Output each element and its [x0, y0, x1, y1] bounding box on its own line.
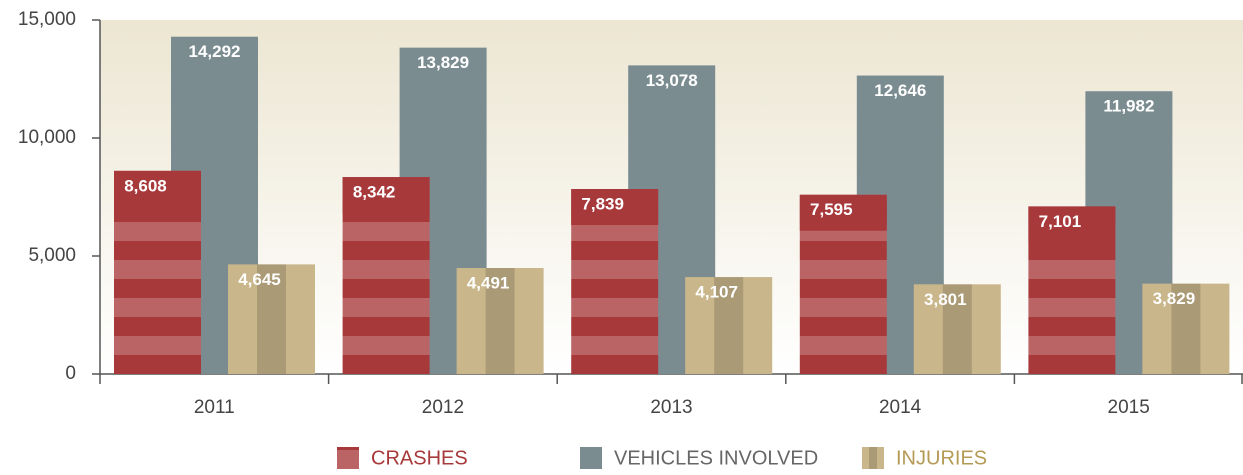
- legend-swatch: [337, 447, 359, 469]
- value-label: 14,292: [189, 42, 241, 61]
- value-label: 13,078: [646, 71, 698, 90]
- value-label: 4,491: [467, 273, 510, 292]
- bar: [913, 284, 1001, 374]
- bar-top: [571, 188, 659, 225]
- bar-stripe: [714, 277, 744, 374]
- value-label: 8,608: [124, 176, 167, 195]
- bar-stripe: [485, 268, 515, 374]
- value-label: 4,645: [238, 270, 281, 289]
- x-tick-label: 2014: [879, 397, 922, 418]
- value-label: 8,342: [353, 183, 396, 202]
- value-label: 7,839: [581, 194, 624, 213]
- y-tick-label: 10,000: [18, 127, 76, 148]
- value-label: 4,107: [695, 283, 738, 302]
- bar-top: [342, 177, 430, 214]
- y-tick-label: 0: [65, 363, 76, 384]
- bar-top: [1028, 206, 1116, 243]
- y-tick-label: 5,000: [28, 245, 76, 266]
- legend-swatch: [580, 447, 602, 469]
- x-tick-label: 2012: [422, 397, 464, 418]
- legend-label: VEHICLES INVOLVED: [614, 447, 818, 469]
- legend-swatch: [862, 447, 884, 469]
- bar-stripe: [257, 264, 286, 374]
- x-tick-label: 2015: [1108, 397, 1150, 418]
- bar-stripe: [1171, 283, 1201, 374]
- value-label: 7,595: [810, 200, 853, 219]
- legend-swatch-stripe: [869, 447, 877, 469]
- value-label: 13,829: [417, 53, 469, 72]
- bar-stripe: [942, 284, 972, 374]
- bar: [456, 268, 544, 374]
- x-tick-label: 2011: [194, 397, 235, 418]
- value-label: 7,101: [1039, 212, 1082, 231]
- bar-top: [799, 194, 887, 231]
- x-tick-label: 2013: [650, 397, 692, 418]
- legend-label: INJURIES: [896, 447, 987, 469]
- value-label: 3,829: [1153, 289, 1196, 308]
- value-label: 11,982: [1103, 97, 1154, 116]
- value-label: 3,801: [924, 290, 967, 309]
- bar: [228, 264, 315, 374]
- legend-label: CRASHES: [371, 447, 468, 469]
- bar-top: [114, 170, 201, 207]
- bar: [685, 277, 773, 374]
- bar: [1142, 283, 1230, 374]
- value-label: 12,646: [874, 81, 926, 100]
- y-tick-label: 15,000: [18, 9, 76, 30]
